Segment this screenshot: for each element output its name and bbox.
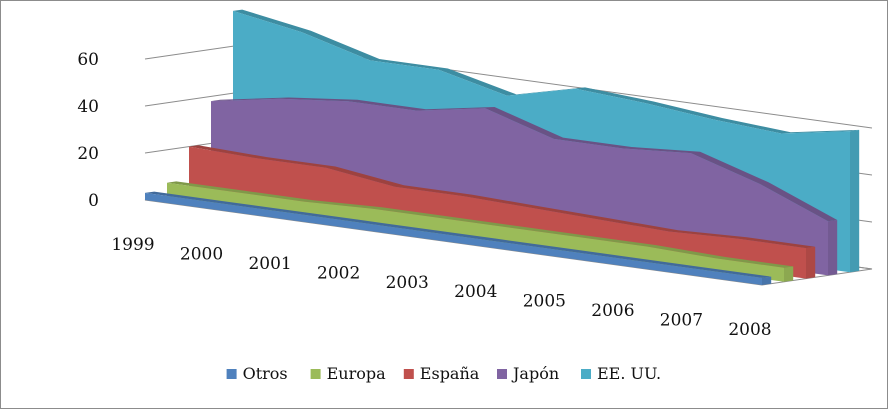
series-end-cap (784, 266, 794, 282)
y-tick-label: 20 (77, 144, 99, 164)
x-axis-ticks: 1999 2000 2001 2002 2003 2004 2005 2006 2007 2008 (111, 235, 771, 340)
legend-item: Europa (310, 364, 387, 383)
legend: Otros Europa España Japón EE. UU. (226, 364, 661, 383)
legend-swatch (497, 369, 507, 379)
x-tick-label: 2002 (317, 263, 360, 283)
x-tick-label: 2008 (728, 320, 771, 340)
y-tick-label: 0 (88, 191, 99, 211)
y-axis-ticks: 0 20 40 60 (77, 50, 99, 211)
x-tick-label: 1999 (111, 235, 154, 255)
series-otros (145, 191, 772, 285)
x-tick-label: 2003 (386, 273, 429, 293)
legend-item: Japón (497, 364, 559, 383)
legend-label: Otros (243, 364, 288, 383)
x-tick-label: 2000 (180, 244, 223, 264)
x-tick-label: 2001 (248, 254, 291, 274)
legend-swatch (310, 369, 321, 379)
x-tick-label: 2007 (660, 311, 703, 331)
x-tick-label: 2004 (454, 282, 497, 302)
series-top-surface (189, 145, 816, 249)
series-top-surface (145, 191, 772, 278)
series-layer (145, 9, 860, 285)
legend-label: España (420, 364, 480, 383)
legend-label: Japón (511, 364, 559, 383)
legend-item: EE. UU. (581, 364, 661, 383)
x-tick-label: 2005 (523, 292, 566, 312)
series-end-cap (828, 220, 838, 276)
y-tick-label: 40 (77, 97, 99, 117)
legend-item: España (403, 364, 480, 383)
series-end-cap (762, 276, 772, 285)
x-tick-label: 2006 (591, 301, 634, 321)
legend-swatch (581, 369, 591, 379)
series-top-surface (167, 181, 794, 268)
legend-swatch (403, 369, 414, 379)
series-front-face (167, 182, 784, 282)
series-top-surface (211, 97, 838, 222)
legend-label: Europa (327, 364, 387, 383)
series-europa (167, 181, 794, 282)
legend-item: Otros (226, 364, 288, 383)
y-tick-label: 60 (77, 50, 99, 70)
legend-swatch (226, 369, 237, 379)
legend-label: EE. UU. (597, 364, 661, 383)
series-end-cap (806, 246, 816, 279)
series-end-cap (850, 129, 860, 273)
series-front-face (145, 192, 762, 285)
